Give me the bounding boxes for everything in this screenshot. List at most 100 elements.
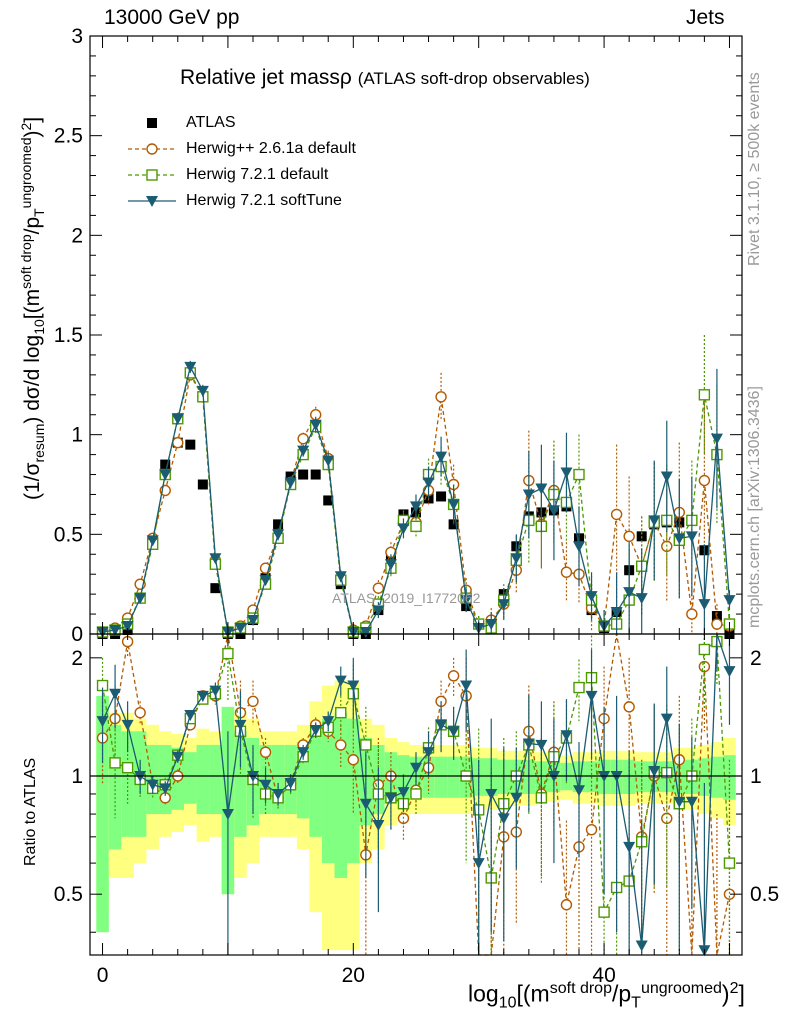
analysis-watermark: ATLAS_2019_I1772062 [332, 590, 481, 606]
ratio-tick-label-right: 1 [750, 765, 762, 788]
data-point [372, 605, 385, 617]
data-point [535, 483, 548, 495]
ratio-point [322, 716, 335, 728]
ratio-point [284, 777, 297, 789]
ratio-point [134, 706, 146, 719]
data-point [359, 627, 372, 639]
band-inner-bin [710, 756, 724, 798]
data-point [397, 523, 410, 535]
ratio-point [648, 765, 661, 777]
data-point [272, 529, 285, 541]
data-point [698, 474, 711, 487]
ratio-tick-label-left: 2 [71, 647, 83, 670]
data-point [159, 469, 172, 481]
x-axis-label: log10[(msoft drop/pTungroomed)2] [468, 980, 745, 1012]
data-point [685, 531, 698, 543]
category-label: Jets [686, 6, 725, 29]
data-point [485, 619, 498, 631]
ratio-point [623, 841, 636, 853]
ratio-point [222, 647, 234, 660]
data-point [185, 439, 196, 450]
legend-entry-herwig-261: Herwig++ 2.6.1a default [186, 140, 356, 157]
data-point [209, 553, 222, 565]
ratio-point [598, 906, 610, 918]
ratio-point [121, 719, 134, 731]
band-inner-bin [209, 744, 222, 815]
ratio-point [297, 747, 310, 759]
data-point [460, 595, 473, 607]
ratio-point [673, 796, 686, 808]
data-point [334, 571, 347, 583]
data-point [623, 530, 635, 543]
data-point [384, 559, 397, 571]
ratio-point [171, 751, 184, 763]
data-point [573, 468, 585, 481]
ratio-point [347, 754, 360, 766]
x-tick-label: 40 [592, 964, 615, 987]
data-point [310, 469, 321, 480]
ratio-point [435, 719, 448, 731]
ratio-point [723, 857, 736, 869]
data-point [560, 566, 573, 578]
mcplots-label: mcplots.cern.ch [arXiv:1306.3436] [746, 386, 763, 628]
ratio-point [384, 792, 397, 804]
ratio-tick-label-left: 1 [71, 765, 83, 788]
data-point [447, 499, 460, 511]
data-point [610, 508, 623, 521]
data-point [322, 455, 335, 467]
ratio-point [560, 899, 573, 911]
data-point [410, 520, 422, 533]
y-tick-label: 1.5 [54, 324, 83, 347]
ratio-point [96, 716, 109, 728]
data-point [698, 599, 711, 611]
legend-entry-herwig-721: Herwig 7.2.1 default [186, 166, 329, 183]
data-point [197, 479, 208, 490]
chart-title-sub: (ATLAS soft-drop observables) [357, 69, 590, 88]
ratio-point [109, 688, 122, 700]
band-inner-bin [121, 731, 134, 837]
data-point [297, 432, 309, 445]
data-point [711, 618, 723, 630]
legend-entry-softtune: Herwig 7.2.1 softTune [186, 192, 342, 209]
band-inner-bin [434, 756, 448, 798]
ratio-point [698, 643, 711, 656]
data-point [309, 419, 322, 431]
band-inner-bin [96, 695, 109, 933]
band-inner-bin [108, 724, 122, 850]
data-point [323, 495, 334, 506]
data-point [436, 491, 447, 502]
ratio-point [334, 675, 347, 687]
ratio-point [397, 787, 410, 799]
ratio-point [660, 713, 673, 725]
data-point [698, 389, 711, 401]
data-point [172, 436, 184, 449]
x-tick-label: 20 [342, 964, 365, 987]
chart-title: Relative jet massρ (ATLAS soft-drop obse… [180, 66, 590, 90]
main-series-layer [96, 335, 736, 639]
ratio-point [335, 706, 347, 719]
band-inner-bin [234, 731, 247, 837]
band-inner-bin [585, 761, 598, 793]
ratio-point [146, 779, 159, 791]
data-point [710, 433, 723, 445]
legend-marker [146, 196, 158, 207]
data-point [160, 459, 171, 470]
legend-marker [147, 118, 157, 128]
ratio-point [560, 730, 573, 742]
ratio-point [685, 796, 698, 808]
data-point [648, 515, 661, 527]
ratio-point [360, 739, 372, 751]
y-tick-label: 0.5 [54, 523, 83, 546]
ratio-point [447, 670, 460, 682]
ratio-point [535, 739, 548, 751]
legend-marker [146, 169, 158, 181]
legend: ATLAS Herwig++ 2.6.1a default Herwig 7.2… [186, 110, 356, 214]
data-point [234, 623, 247, 635]
ratio-point [259, 746, 272, 758]
ratio-point [410, 762, 422, 774]
ratio-point [121, 761, 134, 774]
data-point [109, 625, 122, 637]
data-point [196, 385, 209, 397]
data-point [297, 445, 310, 457]
